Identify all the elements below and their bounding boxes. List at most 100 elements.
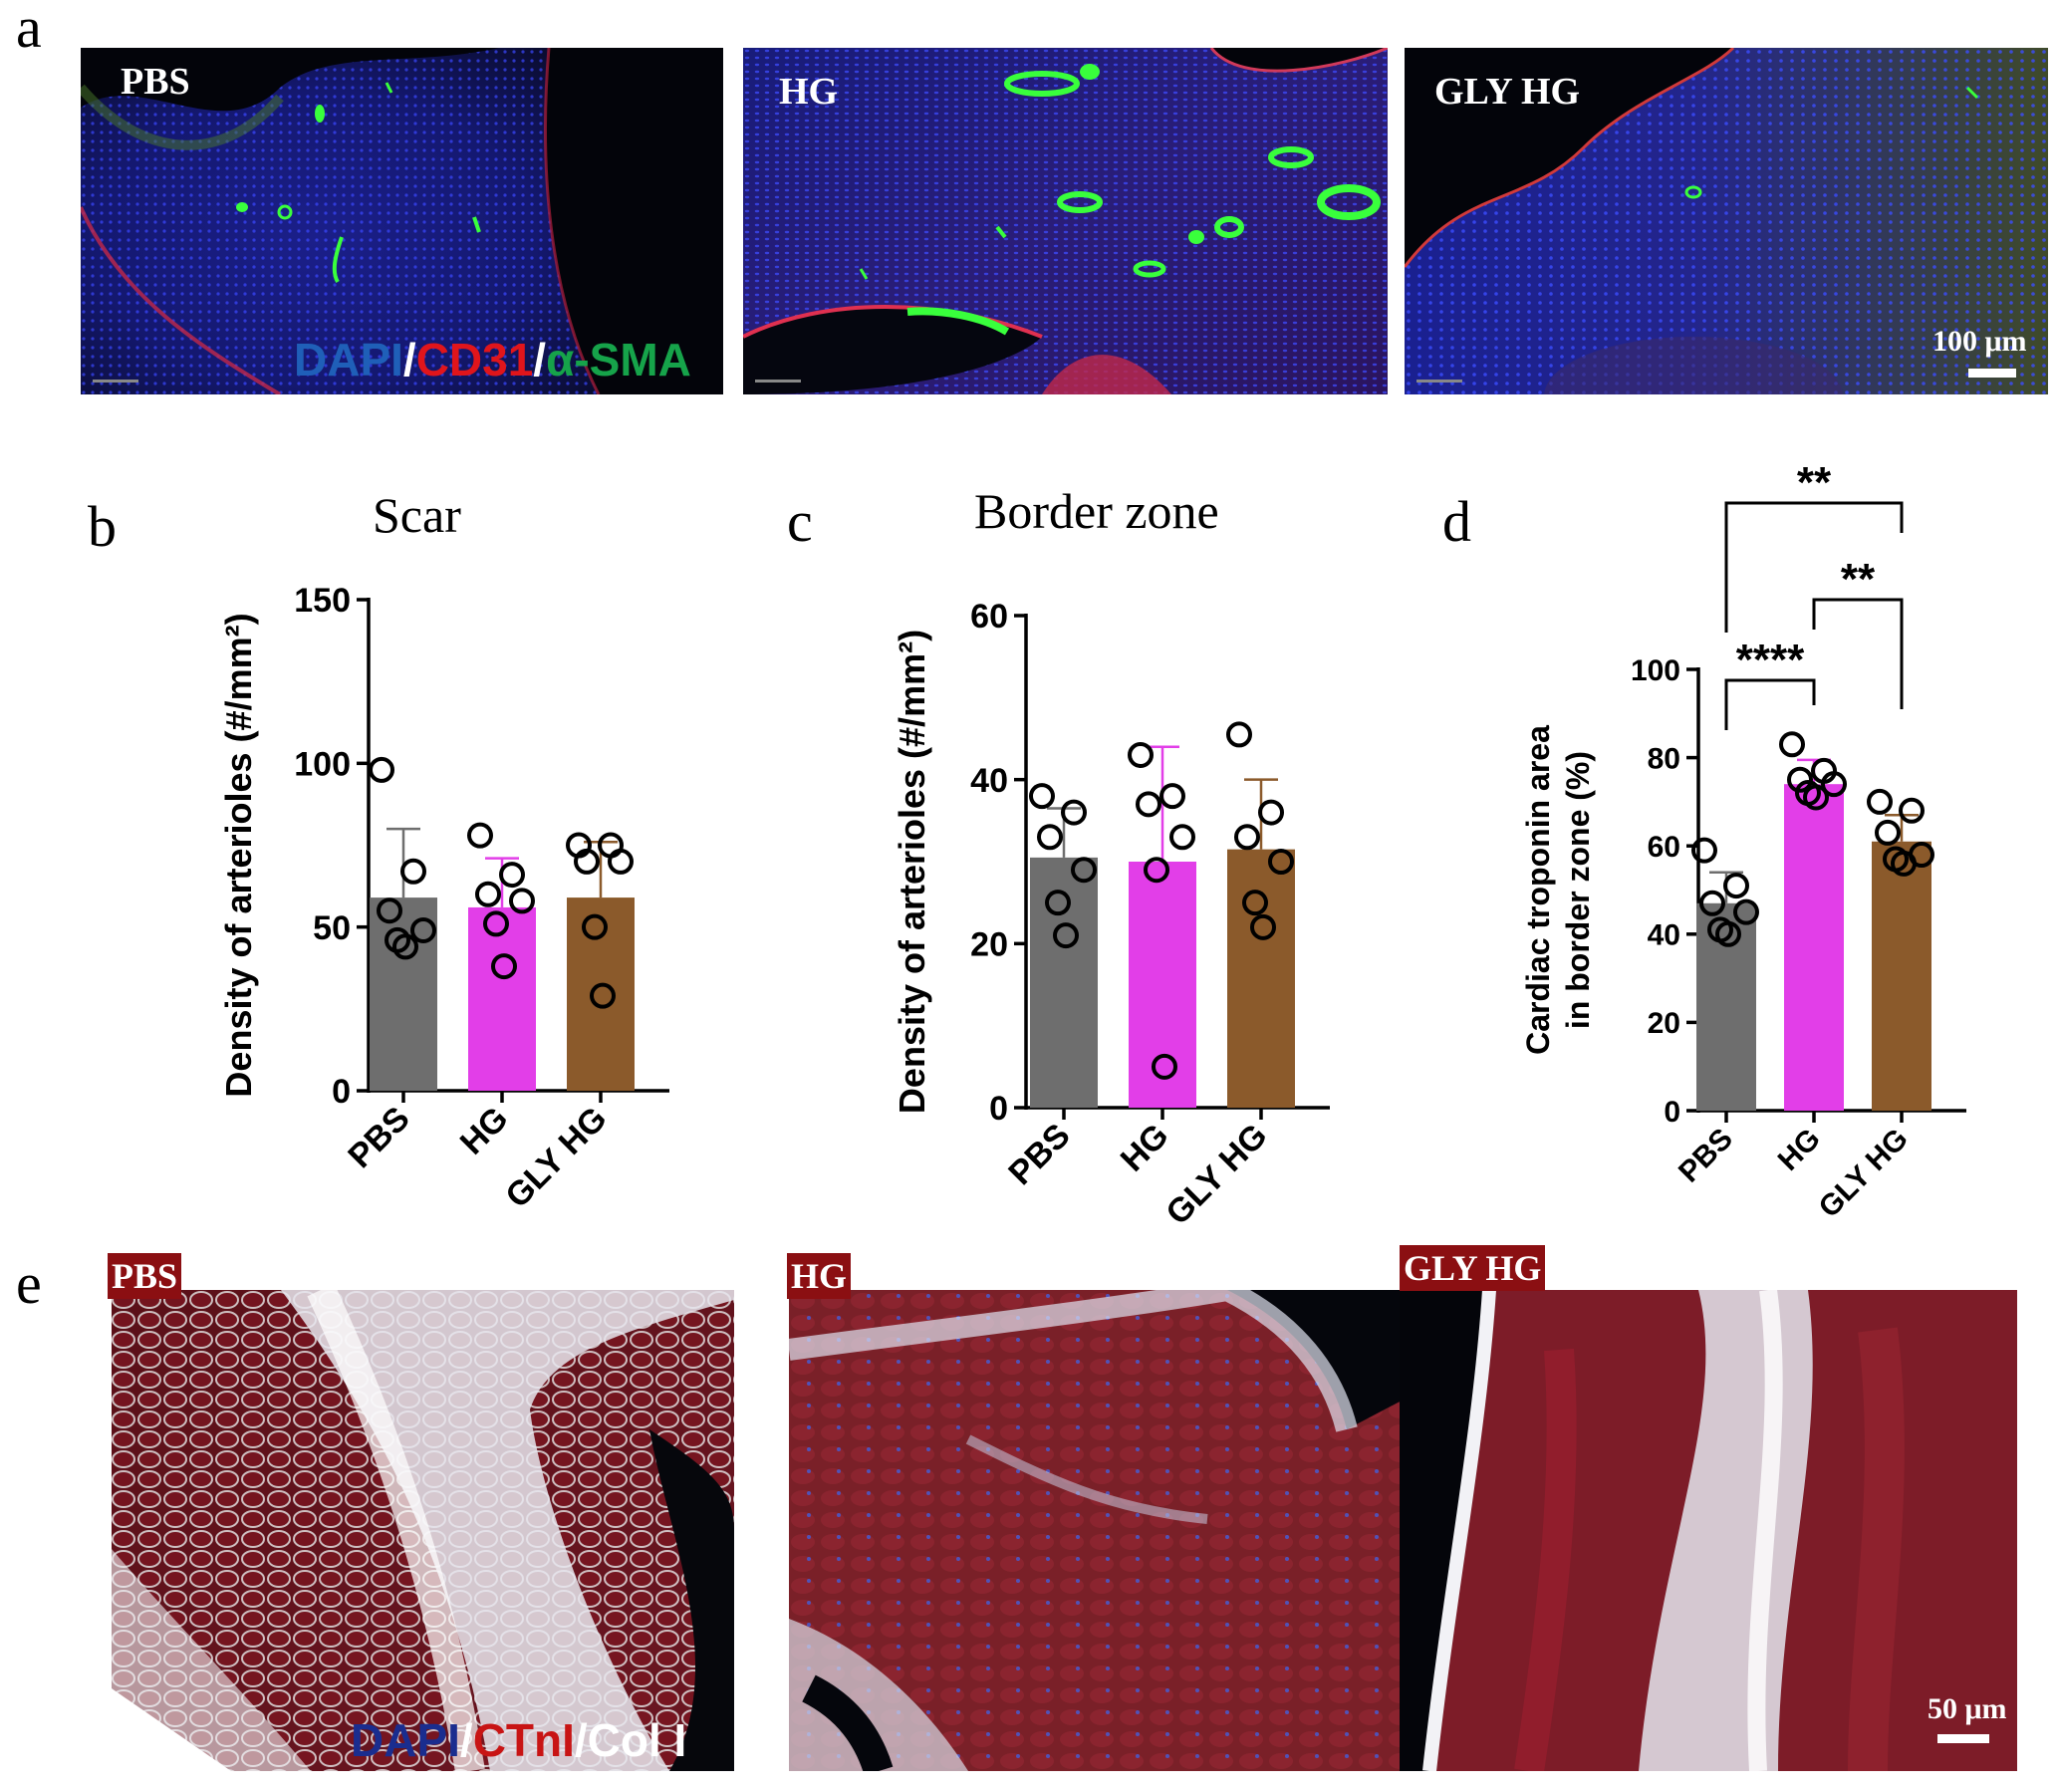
micrograph-e-pbs-texture (112, 1290, 734, 1771)
bar-gly-hg (567, 897, 635, 1091)
y-tick-label: 50 (313, 909, 351, 947)
stain-cd31: CD31 (415, 334, 534, 385)
data-point (1258, 799, 1284, 826)
data-point (590, 982, 616, 1009)
significance-label: ** (1841, 555, 1876, 604)
data-point (1037, 824, 1063, 851)
x-tick-label: PBS (341, 1100, 416, 1175)
y-tick-label: 100 (1631, 654, 1680, 687)
scale-bar-small (1416, 380, 1462, 383)
bar-gly-hg (1872, 841, 1931, 1111)
data-point (1159, 783, 1185, 810)
micrograph-a-glyhg-texture (1405, 48, 2048, 394)
y-tick-label: 0 (989, 1090, 1008, 1128)
data-point (582, 913, 608, 940)
data-point (1226, 721, 1252, 748)
image-label-e-hg: HG (787, 1253, 852, 1299)
data-point (377, 897, 402, 924)
data-point (369, 756, 394, 783)
y-tick-label: 60 (1648, 831, 1680, 864)
data-point (1242, 890, 1268, 916)
data-point (1234, 824, 1260, 851)
y-tick-label: 0 (1664, 1096, 1680, 1129)
data-point (499, 862, 525, 889)
micrograph-a-pbs-texture (81, 48, 723, 394)
stain-asma: α-SMA (546, 334, 691, 385)
y-tick-label: 20 (1648, 1007, 1680, 1040)
data-point (475, 881, 501, 907)
significance-bracket (1724, 501, 1904, 633)
y-tick-label: 60 (970, 598, 1008, 636)
chart-title-c: Border zone (974, 483, 1219, 539)
bar-gly-hg (1227, 849, 1295, 1108)
x-tick-label: PBS (1001, 1117, 1077, 1192)
x-tick-label: HG (1114, 1117, 1176, 1179)
y-axis-label: Density of arterioles (#/mm²) (218, 613, 259, 1097)
data-point (1715, 920, 1741, 947)
data-point (1821, 771, 1847, 798)
data-point (1250, 913, 1276, 940)
panel-letter-c: c (787, 489, 813, 554)
significance-label: ** (1797, 458, 1832, 507)
data-point (1071, 857, 1097, 884)
data-point (1136, 791, 1161, 818)
micrograph-a-pbs: PBS DAPI/CD31/α-SMA (81, 48, 723, 394)
data-point (1053, 922, 1079, 949)
scale-bar (1937, 1734, 1989, 1743)
data-point (1128, 741, 1154, 768)
micrograph-a-hg-texture (743, 48, 1388, 394)
scale-bar-label: 50 μm (1928, 1692, 2007, 1725)
stain-col1: Col I (587, 1714, 687, 1766)
data-point (1699, 890, 1725, 916)
panel-letter-a: a (16, 0, 42, 60)
scale-bar-small (755, 380, 801, 383)
y-axis-label: Density of arterioles (#/mm²) (892, 630, 932, 1114)
micrograph-e-pbs: DAPI/CTnI/Col I (112, 1290, 734, 1771)
y-tick-label: 150 (294, 582, 351, 620)
significance-bracket (1724, 678, 1816, 730)
bar-hg (1784, 784, 1844, 1111)
data-point (1875, 819, 1901, 846)
scale-bar (1968, 369, 2016, 378)
y-tick-label: 100 (294, 746, 351, 784)
image-label-e-pbs: PBS (108, 1253, 182, 1299)
data-point (410, 916, 436, 943)
data-point (1899, 797, 1925, 824)
y-tick-label: 40 (970, 762, 1008, 800)
y-tick-label: 80 (1648, 742, 1680, 775)
bar-hg (1129, 862, 1196, 1108)
stain-ctni: CTnI (472, 1714, 575, 1766)
bar-pbs (1030, 857, 1098, 1108)
panel-letter-d: d (1442, 489, 1471, 554)
micrograph-e-glyhg-texture (1400, 1290, 2017, 1771)
micrograph-e-glyhg: 50 μm (1400, 1290, 2017, 1771)
scale-bar-small (93, 380, 138, 383)
data-point (509, 888, 535, 914)
scale-bar-label: 100 μm (1932, 325, 2027, 358)
stain-slash: / (533, 334, 547, 385)
micrograph-e-hg (789, 1290, 1404, 1771)
stain-slash: / (459, 1714, 473, 1766)
data-point (574, 848, 600, 875)
y-tick-label: 20 (970, 926, 1008, 964)
data-point (1691, 837, 1717, 864)
y-axis-label: Cardiac troponin area (1520, 725, 1556, 1055)
bar-pbs (1696, 902, 1756, 1111)
stain-dapi: DAPI (294, 334, 403, 385)
chart-title-b: Scar (373, 487, 461, 543)
micrograph-e-hg-texture (789, 1290, 1404, 1771)
image-label-pbs: PBS (121, 61, 190, 103)
image-label-hg: HG (779, 71, 839, 113)
bar-hg (468, 906, 536, 1091)
data-point (1045, 890, 1071, 916)
micrograph-a-glyhg: GLY HG 100 μm (1405, 48, 2048, 394)
x-tick-label: HG (453, 1100, 516, 1162)
data-point (483, 910, 509, 937)
x-tick-label: GLY HG (1813, 1123, 1915, 1224)
stain-legend-a: DAPI/CD31/α-SMA (294, 333, 691, 386)
data-point (1733, 898, 1759, 925)
data-point (1787, 766, 1813, 793)
data-point (1061, 799, 1087, 826)
y-tick-label: 0 (332, 1073, 351, 1111)
micrograph-a-hg: HG (743, 48, 1388, 394)
